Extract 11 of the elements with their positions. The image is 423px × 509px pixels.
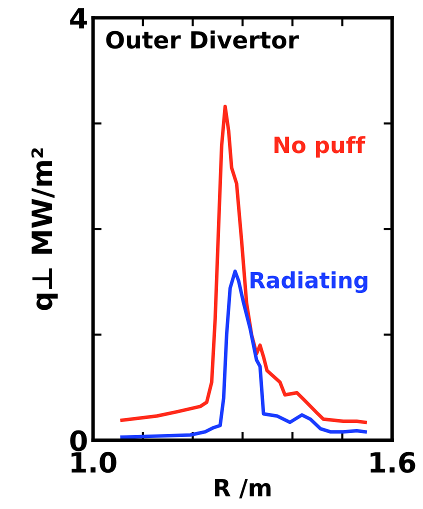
- annotation: Outer Divertor: [106, 30, 299, 49]
- x-axis-title: R /m: [214, 479, 271, 498]
- line-series: [120, 104, 367, 424]
- y-axis-title: q⊥ MW/m²: [31, 148, 58, 310]
- line-series: [120, 270, 367, 439]
- series-label: Radiating: [250, 271, 368, 293]
- y-tick-label: 0: [70, 430, 87, 452]
- series-label: No puff: [274, 136, 366, 158]
- x-tick-label: 1.6: [370, 452, 416, 473]
- x-tick-label: 1.0: [72, 452, 116, 473]
- y-tick-label: 4: [70, 8, 87, 28]
